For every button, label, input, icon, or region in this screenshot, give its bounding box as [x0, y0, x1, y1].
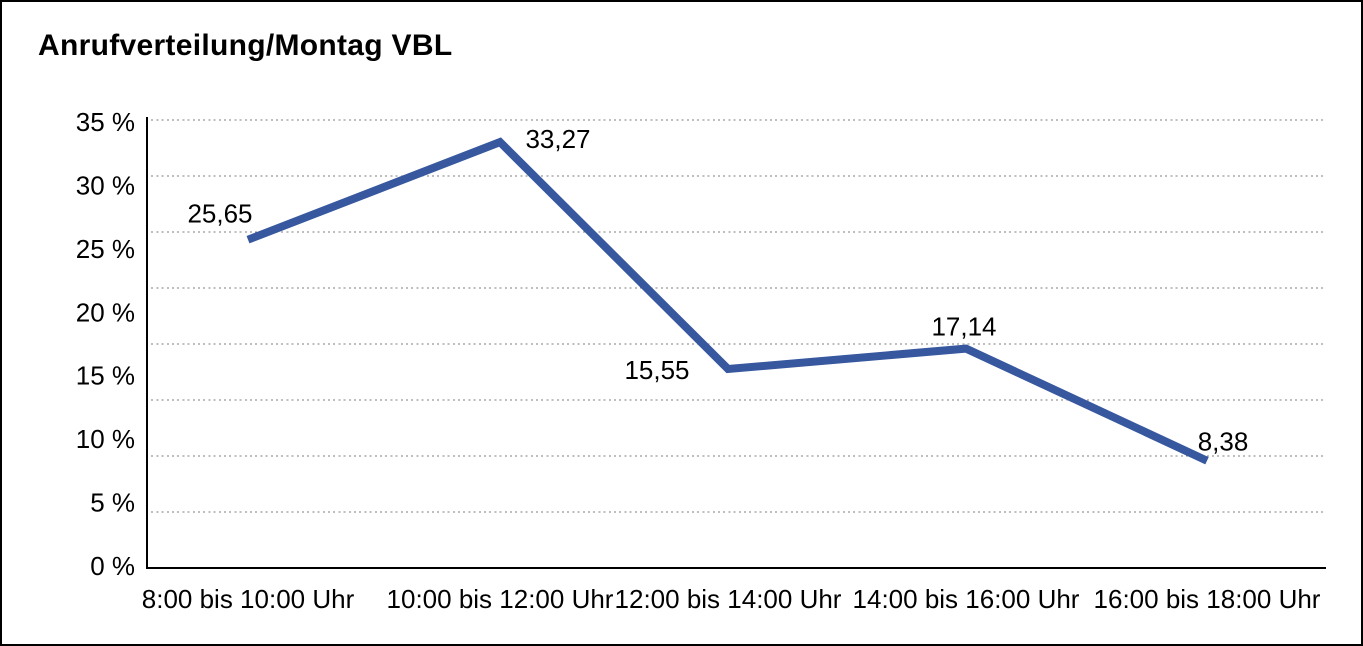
gridlines-group [146, 119, 1325, 513]
y-axis-tick-label: 30 % [76, 170, 135, 200]
y-axis-tick-label: 35 % [76, 107, 135, 137]
chart-title: Anrufverteilung/Montag VBL [38, 29, 453, 62]
x-axis-category-label: 14:00 bis 16:00 Uhr [853, 584, 1080, 614]
data-series-group [246, 137, 1209, 465]
data-series-line [246, 137, 1209, 465]
y-axis-tick-label: 0 % [90, 551, 135, 581]
data-point-label: 33,27 [525, 124, 590, 154]
x-axis-category-label: 8:00 bis 10:00 Uhr [142, 584, 355, 614]
y-axis-tick-label: 10 % [76, 424, 135, 454]
x-axis-category-label: 10:00 bis 12:00 Uhr [387, 584, 614, 614]
axes-group [146, 117, 1326, 569]
data-point-label: 17,14 [931, 312, 996, 342]
y-axis-tick-label: 20 % [76, 297, 135, 327]
x-axis-category-label: 16:00 bis 18:00 Uhr [1094, 584, 1321, 614]
y-axis-tick-label: 5 % [90, 488, 135, 518]
y-axis-tick-label: 15 % [76, 361, 135, 391]
data-point-label: 25,65 [187, 199, 252, 229]
data-point-label: 15,55 [624, 355, 689, 385]
x-axis-category-label: 12:00 bis 14:00 Uhr [615, 584, 842, 614]
y-axis-tick-label: 25 % [76, 234, 135, 264]
labels-group: 35 % 30 % 25 % 20 % 15 % 10 % 5 % 0 %8:00 bis 1… [76, 107, 1321, 614]
data-point-label: 8,38 [1198, 427, 1249, 457]
